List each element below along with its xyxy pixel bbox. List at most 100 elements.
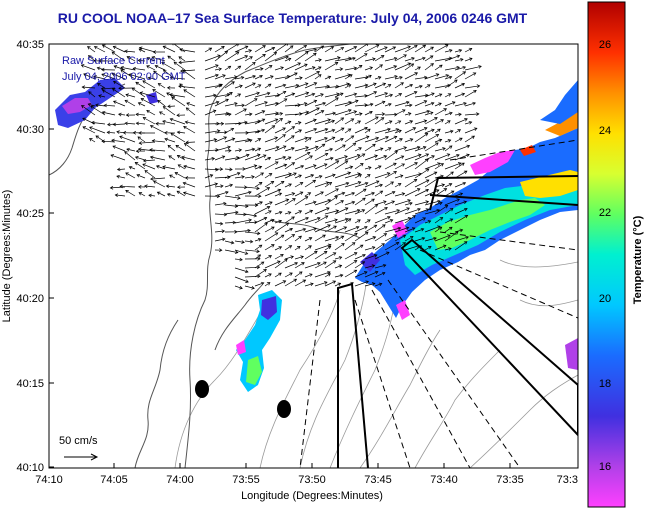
current-vector — [264, 146, 279, 152]
current-vector — [264, 52, 277, 62]
current-vector — [324, 62, 338, 71]
current-vector-head — [422, 44, 427, 49]
current-vector — [234, 249, 248, 255]
current-vector — [434, 163, 444, 170]
current-vector-head — [372, 143, 376, 148]
current-vector-head — [266, 206, 271, 210]
current-vector — [434, 84, 451, 89]
current-vector — [284, 84, 299, 89]
current-vector-head — [229, 167, 233, 172]
current-vector-head — [458, 48, 463, 53]
current-vector-head — [217, 54, 221, 58]
current-vector-head — [246, 153, 250, 158]
current-vector-head — [354, 232, 358, 237]
current-vector-head — [338, 256, 343, 260]
current-vector — [125, 190, 136, 197]
current-vector — [304, 283, 314, 287]
current-vector — [264, 232, 278, 242]
current-vector-head — [181, 155, 185, 160]
current-vector-head — [430, 46, 434, 50]
current-vector — [110, 154, 126, 161]
current-vector — [354, 127, 368, 134]
current-vector — [384, 94, 393, 98]
current-vector-head — [360, 163, 364, 167]
current-vector-head — [291, 192, 296, 196]
current-vector — [434, 234, 451, 242]
current-vector — [113, 80, 126, 89]
current-vector-head — [322, 234, 326, 238]
current-vector — [324, 260, 336, 269]
current-vector — [117, 168, 126, 170]
current-vector-head — [371, 191, 375, 196]
current-vector-head — [247, 228, 251, 233]
colorbar-tick-label: 26 — [599, 39, 611, 51]
current-vector-head — [151, 139, 156, 143]
current-vector-head — [221, 229, 226, 234]
current-vector-head — [218, 67, 222, 71]
current-vector — [394, 199, 411, 206]
current-vector-head — [379, 147, 384, 151]
current-vector — [314, 224, 331, 233]
current-vector-head — [276, 260, 281, 264]
current-vector — [354, 219, 361, 224]
current-vector — [354, 244, 364, 251]
current-vector-head — [135, 112, 139, 117]
current-vector — [424, 220, 431, 224]
current-vector — [234, 76, 244, 80]
current-vector — [159, 111, 166, 116]
current-vector-head — [358, 65, 363, 69]
current-vector-head — [318, 58, 322, 62]
current-vector — [364, 91, 377, 98]
current-vector-head — [257, 147, 262, 151]
current-vector-head — [331, 136, 336, 140]
current-vector — [214, 230, 225, 233]
current-vector — [334, 226, 347, 233]
current-vector-head — [440, 163, 444, 167]
current-vector — [148, 77, 156, 80]
current-vector-head — [229, 183, 234, 188]
current-vector — [344, 57, 356, 62]
current-vector-head — [302, 279, 307, 283]
y-tick-label: 40:30 — [16, 124, 44, 136]
current-vector — [434, 147, 446, 152]
current-vector — [304, 245, 312, 251]
current-vector-head — [118, 112, 122, 117]
current-vector — [234, 191, 252, 197]
current-vector — [384, 162, 397, 170]
current-vector — [183, 192, 196, 197]
current-vector — [234, 230, 251, 233]
current-vector — [274, 84, 286, 89]
current-vector-head — [142, 117, 147, 121]
current-vector — [314, 66, 322, 71]
current-vector-head — [375, 136, 380, 141]
current-vector — [324, 112, 336, 116]
current-vector-head — [296, 246, 301, 250]
current-vector-head — [298, 271, 303, 275]
current-vector — [244, 213, 257, 217]
current-vector-head — [464, 207, 468, 212]
current-vector — [136, 122, 146, 125]
current-vector-head — [305, 91, 310, 96]
current-vector-head — [440, 119, 445, 123]
current-vector — [244, 154, 261, 161]
current-vector — [314, 59, 322, 62]
current-vector — [334, 138, 344, 143]
current-vector-head — [365, 280, 369, 284]
current-vector — [384, 120, 393, 125]
current-vector — [88, 103, 96, 107]
y-tick-marks — [49, 43, 54, 468]
current-vector-head — [114, 193, 119, 197]
current-vector — [214, 136, 227, 143]
current-vector — [414, 110, 430, 116]
current-vector — [110, 186, 126, 189]
current-vector-head — [369, 110, 373, 115]
current-vector — [444, 218, 453, 224]
current-vector-head — [450, 171, 454, 175]
current-vector-head — [285, 198, 290, 203]
current-vector-head — [266, 91, 271, 96]
current-vector — [112, 88, 126, 98]
current-vector-head — [215, 100, 220, 105]
x-tick-label: 73:3 — [557, 474, 578, 486]
current-vector — [284, 93, 295, 98]
current-vector — [284, 228, 293, 233]
